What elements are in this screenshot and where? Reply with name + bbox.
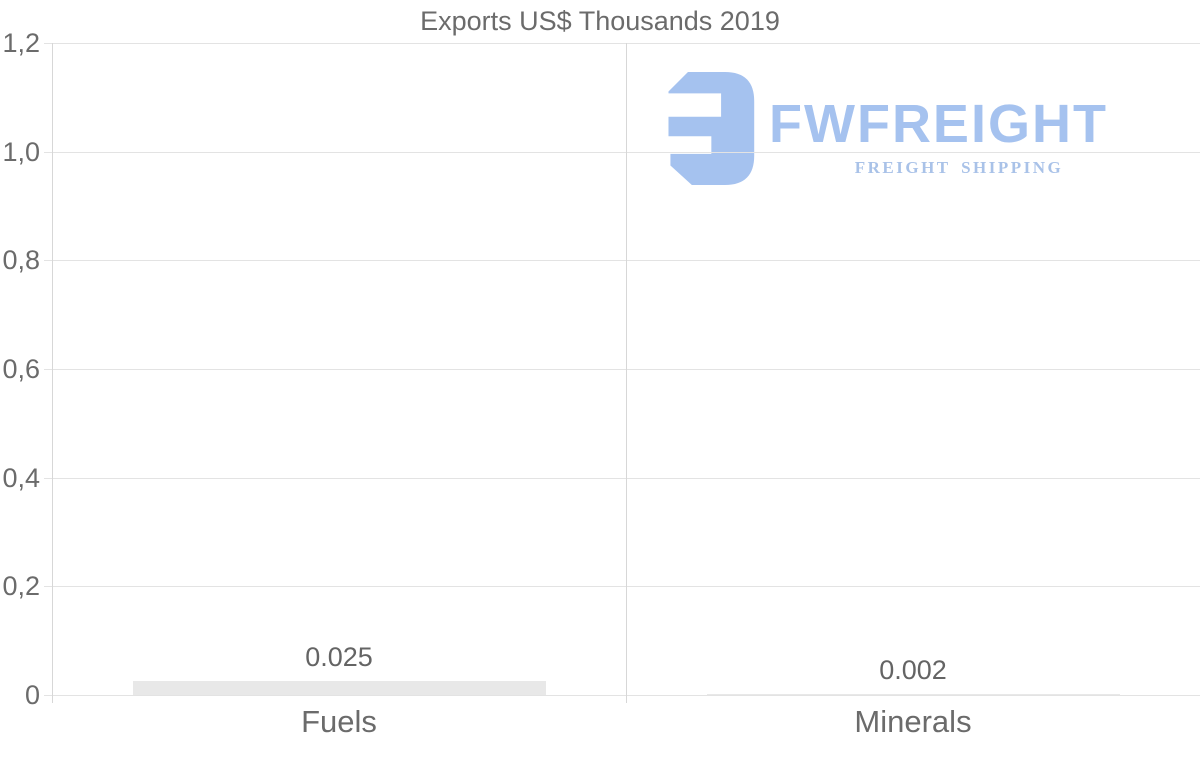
gridline-y-0,8 — [44, 260, 1200, 261]
gridline-y-1,2 — [44, 43, 1200, 44]
y-tick-label: 0,6 — [2, 354, 40, 384]
y-tick-label: 0,4 — [2, 463, 40, 493]
fwfreight-f-mark-icon — [668, 72, 755, 185]
watermark-logo: FWFREIGHT FREIGHT SHIPPING — [655, 72, 1155, 192]
logo-brand-text: FWFREIGHT — [769, 94, 1108, 154]
y-tick-label: 0,2 — [2, 571, 40, 601]
gridline-y-0,4 — [44, 478, 1200, 479]
gridline-y-0 — [44, 695, 1200, 696]
y-tick-label: 1,2 — [2, 28, 40, 58]
y-tick-label: 1,0 — [2, 137, 40, 167]
x-category-label-minerals: Minerals — [854, 704, 972, 739]
value-label-minerals: 0.002 — [879, 655, 947, 685]
gridline-y-1,0 — [44, 152, 1200, 153]
gridline-y-0,2 — [44, 586, 1200, 587]
bar-fuels — [133, 681, 546, 695]
y-axis-line — [52, 43, 53, 703]
logo-tagline-text: FREIGHT SHIPPING — [854, 158, 1064, 177]
y-tick-label: 0 — [24, 680, 40, 710]
y-tick-label: 0,8 — [2, 245, 40, 275]
gridline-y-0,6 — [44, 369, 1200, 370]
bar-minerals — [707, 694, 1120, 695]
column-divider — [626, 43, 627, 703]
value-label-fuels: 0.025 — [305, 642, 373, 672]
chart-title: Exports US$ Thousands 2019 — [420, 6, 780, 36]
x-category-label-fuels: Fuels — [301, 704, 377, 739]
